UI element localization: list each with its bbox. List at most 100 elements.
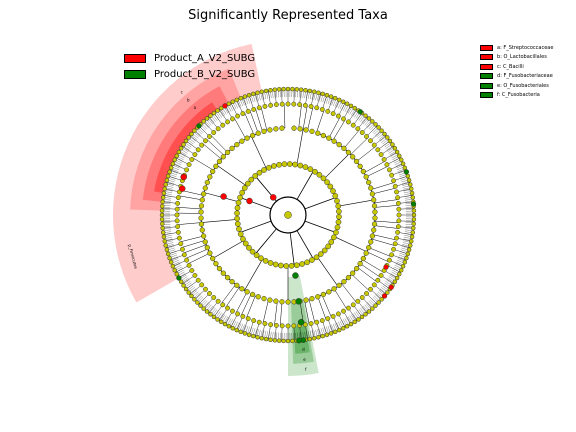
tree-node: [242, 331, 248, 336]
branch: [280, 301, 283, 326]
tree-node: [336, 327, 342, 333]
tree-node: [234, 205, 241, 211]
tree-node: [312, 168, 318, 175]
tree-node: [192, 297, 197, 302]
branch: [184, 142, 192, 148]
tree-node: [230, 99, 236, 105]
tree-node: [234, 97, 240, 103]
branch: [391, 254, 406, 261]
tree-node: [285, 338, 291, 344]
tree-node: [387, 138, 393, 144]
tree-node: [345, 274, 352, 281]
tree-node: [244, 135, 250, 141]
tree-node: [302, 164, 309, 170]
tree-node: [199, 282, 205, 288]
tree-node: [195, 300, 200, 305]
tree-node: [267, 297, 273, 303]
branch: [363, 160, 386, 174]
tree-node: [276, 161, 282, 168]
tree-node: [405, 251, 411, 257]
tree-node: [345, 149, 352, 156]
tree-node: [268, 337, 273, 343]
tree-node: [394, 275, 400, 281]
tree-node: [291, 101, 297, 107]
tree-node: [330, 188, 336, 194]
branch: [357, 301, 368, 314]
tree-node: [332, 329, 338, 335]
node-green-extra-2: [403, 169, 410, 175]
branch: [210, 134, 228, 153]
tree-node: [369, 233, 376, 239]
tree-node: [174, 218, 180, 224]
legend-label-class-a: Product_A_V2_SUBG: [154, 52, 256, 64]
legend-swatch-class-a: [124, 53, 146, 63]
branch: [332, 316, 340, 331]
tree-node: [203, 138, 208, 144]
branch: [293, 89, 295, 105]
tree-node: [408, 186, 414, 192]
tree-node: [244, 180, 251, 187]
tree-node: [363, 312, 368, 317]
tree-node: [375, 147, 381, 153]
tree-node: [235, 113, 241, 119]
branch: [167, 177, 176, 181]
tree-node: [162, 238, 168, 244]
tree-node: [331, 138, 337, 144]
tree-node: [340, 325, 346, 331]
tree-node: [395, 224, 401, 230]
tree-node: [307, 88, 313, 94]
tree-node: [394, 189, 400, 195]
node-e-fusobacteriales: [295, 298, 302, 305]
tree-node: [237, 231, 244, 237]
tree-node: [324, 92, 330, 98]
branch: [244, 112, 255, 136]
clade-key-b: b: O_Lactobacillales: [480, 53, 553, 63]
tree-node: [198, 203, 205, 209]
tree-node: [398, 157, 404, 163]
branch: [249, 110, 259, 134]
tree-node: [198, 221, 205, 227]
tree-node: [168, 259, 174, 265]
tree-node: [285, 101, 291, 107]
tree-node: [163, 243, 168, 248]
tree-node: [411, 208, 417, 213]
branch: [242, 318, 249, 333]
tree-node: [335, 311, 341, 317]
branch: [299, 89, 302, 105]
branch: [215, 311, 221, 319]
branch: [167, 249, 176, 253]
tree-node: [261, 167, 267, 173]
tree-node: [237, 194, 243, 201]
tree-node: [325, 316, 331, 322]
clade-key-text-c: c: C_Bacilli: [497, 63, 524, 70]
tree-node: [350, 154, 356, 160]
tree-node: [392, 183, 398, 189]
branch: [208, 116, 219, 129]
clade-key-swatch-d: [480, 73, 493, 80]
branch: [371, 238, 395, 246]
tree-node: [226, 101, 232, 106]
branch: [236, 99, 244, 114]
branch: [274, 325, 277, 341]
branch: [310, 323, 315, 339]
branch: [322, 94, 326, 103]
tree-node: [272, 261, 279, 268]
tree-node: [202, 185, 208, 191]
branch: [333, 288, 348, 310]
tree-node: [201, 306, 206, 311]
branch: [316, 322, 321, 337]
tree-node: [316, 335, 321, 340]
tree-node: [160, 195, 166, 200]
tree-node: [278, 262, 284, 269]
tree-node: [330, 234, 337, 241]
tree-node: [309, 295, 315, 302]
clade-key-c: c: C_Bacilli: [480, 62, 553, 72]
tree-node: [248, 176, 255, 183]
tree-node: [204, 244, 210, 251]
tree-node: [279, 125, 285, 131]
tree-node: [240, 111, 246, 117]
tree-node: [167, 169, 172, 175]
tree-node: [325, 243, 332, 250]
branch: [357, 116, 368, 129]
branch: [175, 268, 183, 273]
